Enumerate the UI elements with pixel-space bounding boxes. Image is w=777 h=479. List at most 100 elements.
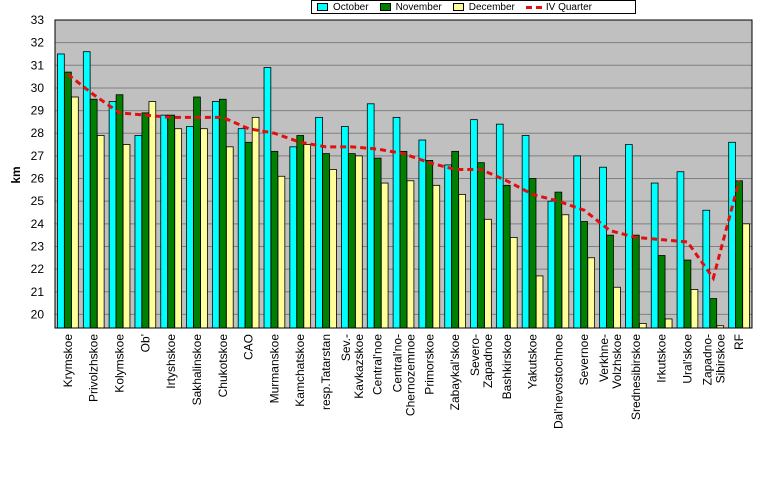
y-tick-label: 26 [31,172,45,186]
bar-october [547,200,556,329]
bar-november [657,255,666,329]
bar-october [341,126,349,329]
bar-december [406,180,415,329]
bar-october [315,116,323,329]
axes [54,19,753,329]
bar-november [373,157,382,329]
bar-october [470,119,478,329]
bar-december [639,323,647,329]
bar-december [225,146,234,329]
x-category-label: Srednesibirskoe [629,334,643,420]
bar-november [296,135,305,329]
legend-october: October [317,2,369,13]
bar-october [263,67,272,329]
bar-november [477,162,485,329]
category-line-1: Zapadno- [700,334,714,385]
bar-december [613,286,621,329]
bar-october [57,53,65,329]
x-category-label: Krymskoe [61,334,75,388]
bar-december [71,96,79,329]
bar-october [82,51,91,329]
legend-quarter-swatch [525,5,542,9]
bar-october [237,128,246,329]
x-category-label: Murmanskoe [267,334,281,404]
bar-december [458,193,466,329]
y-tick-label: 33 [31,13,45,27]
y-tick-label: 30 [31,81,45,95]
x-category-label: Severnoe [577,334,591,386]
bar-november [735,180,743,329]
bar-december [200,128,208,329]
y-tick-label: 27 [31,149,45,163]
x-category-label: Central'no-Chernozemnoe [391,334,418,416]
legend-november-swatch [379,3,391,11]
legend-quarter-label: IV Quarter [545,1,592,13]
bar-november [580,221,589,329]
bar-october [573,155,582,329]
bar-december [484,218,492,329]
category-line-2: Volzhskoe [610,334,624,389]
legend-october-label: October [333,1,369,13]
y-tick-labels: 20 21 22 23 24 25 26 27 28 29 30 31 32 33 [31,13,45,321]
bar-october [186,126,194,329]
bar-october [211,101,220,329]
legend: October November December IV Quarter [311,0,636,14]
x-category-label: Sev.-Kavkazskoe [339,334,366,399]
x-category-label: RF [732,334,746,350]
category-line-1: Central'no- [391,334,405,392]
x-category-label: Chukotskoe [216,334,230,398]
y-tick-label: 24 [31,217,45,231]
bar-november [709,298,718,329]
plot-frame [54,19,753,329]
bar-october [289,146,298,329]
y-tick-label: 21 [31,285,45,299]
bar-december [122,144,131,329]
y-tick-label: 29 [31,104,45,118]
bar-october [599,166,607,329]
bar-december [96,135,105,329]
bar-november [89,98,98,329]
bar-november [64,71,72,329]
bar-october [134,135,143,329]
bar-december [303,144,312,329]
bar-november [606,234,614,329]
bar-october [728,141,736,329]
bar-november [425,160,434,329]
y-axis-title: km [9,166,23,183]
x-category-label: Bashkirskoe [500,334,514,400]
x-category-label: Yakutskoe [526,334,540,389]
bar-december [535,275,544,329]
bar-october [160,114,168,329]
legend-november-label: November [395,1,442,13]
bar-december [432,184,441,329]
bar-november [141,112,150,329]
x-category-label: Ob' [138,334,152,352]
bar-october [444,164,452,329]
bar-october [108,101,117,329]
bar-december [509,237,518,329]
bar-november [399,150,408,329]
legend-november: November [379,1,442,13]
bar-december [742,223,750,329]
bar-november [218,98,227,329]
bar-november [451,150,459,329]
bar-december [587,257,596,329]
y-tick-label: 31 [31,58,45,72]
bar-december [664,318,673,329]
bar-november [554,191,563,329]
bar-november [244,141,253,329]
bar-december [355,155,363,329]
bar-november [528,178,537,329]
legend-october-swatch [317,3,328,11]
bar-october [650,182,659,329]
x-category-label: Irkutskoe [655,334,669,383]
x-category-label: resp.Tatarstan [319,334,333,410]
y-tick-label: 22 [31,262,45,276]
bar-december [174,128,182,329]
category-line-2: Zapadnoe [481,334,495,388]
x-category-label: Zabaykal'skoe [448,334,462,411]
quarter-line [66,73,741,282]
bar-november [348,153,356,329]
bar-november [115,94,124,329]
